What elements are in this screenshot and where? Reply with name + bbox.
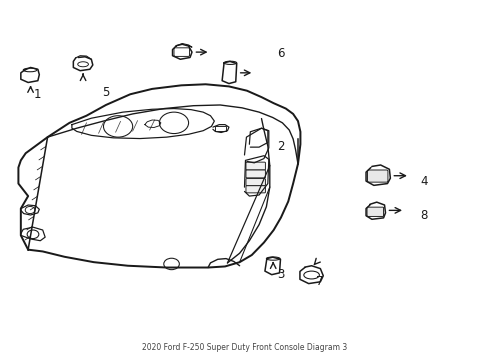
Text: 1: 1 [34, 88, 41, 101]
FancyBboxPatch shape [174, 48, 189, 57]
Text: 3: 3 [277, 268, 284, 281]
FancyBboxPatch shape [367, 170, 387, 182]
Text: 6: 6 [277, 47, 284, 60]
Bar [215, 126, 225, 131]
FancyBboxPatch shape [245, 170, 265, 178]
FancyBboxPatch shape [366, 207, 383, 216]
Text: 5: 5 [102, 86, 109, 99]
FancyBboxPatch shape [245, 162, 265, 170]
Text: 8: 8 [420, 209, 427, 222]
Text: 7: 7 [315, 275, 323, 288]
Text: 2: 2 [277, 140, 284, 153]
Text: 2020 Ford F-250 Super Duty Front Console Diagram 3: 2020 Ford F-250 Super Duty Front Console… [142, 343, 346, 352]
FancyBboxPatch shape [245, 186, 265, 193]
Text: 4: 4 [420, 175, 427, 188]
FancyBboxPatch shape [245, 179, 265, 186]
